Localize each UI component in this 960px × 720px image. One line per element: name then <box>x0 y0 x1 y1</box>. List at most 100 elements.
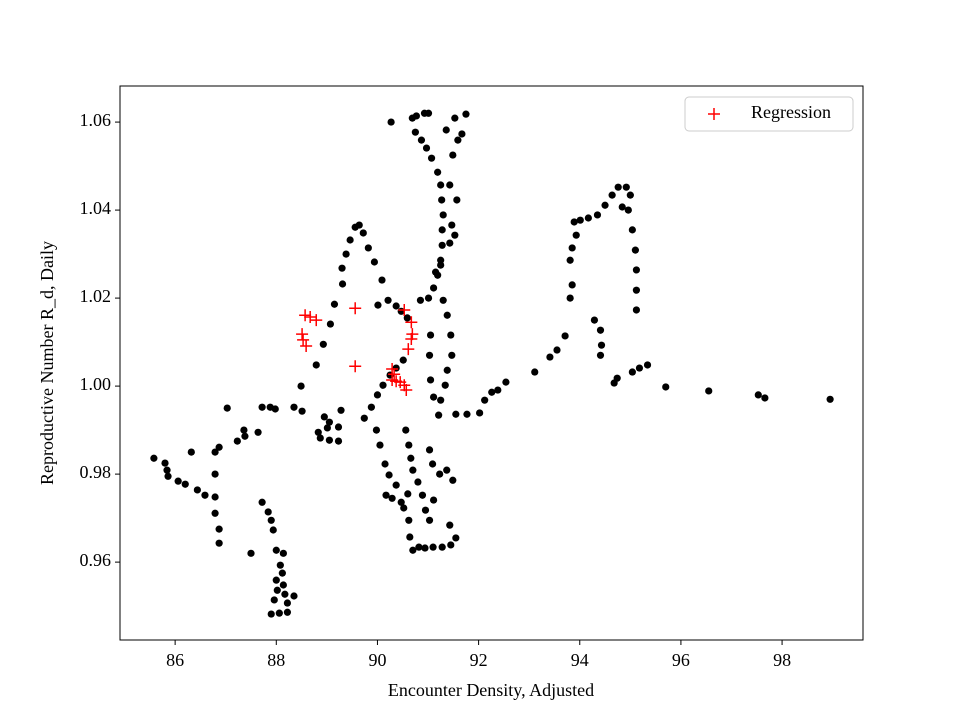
point <box>270 596 278 604</box>
point <box>452 410 460 418</box>
point <box>443 311 451 319</box>
point <box>429 496 438 504</box>
point <box>427 154 436 162</box>
point <box>438 241 446 249</box>
point <box>405 333 418 346</box>
point <box>418 491 427 499</box>
point <box>414 478 422 486</box>
x-tick-label: 96 <box>672 650 690 670</box>
x-tick-label: 92 <box>470 650 488 670</box>
point <box>405 441 413 449</box>
point <box>325 436 333 444</box>
point <box>438 196 446 204</box>
point <box>409 546 417 554</box>
point <box>382 491 390 499</box>
point <box>181 480 189 488</box>
point <box>412 112 420 120</box>
point <box>566 256 574 264</box>
point <box>590 316 599 324</box>
point <box>392 481 400 489</box>
point <box>618 203 626 211</box>
point <box>373 391 382 399</box>
point <box>386 362 399 375</box>
x-tick-label: 88 <box>267 650 285 670</box>
point <box>314 428 322 436</box>
point <box>635 364 644 372</box>
point <box>272 546 280 554</box>
point <box>429 543 437 551</box>
point <box>481 396 489 404</box>
point <box>434 168 442 176</box>
point <box>454 136 462 144</box>
point <box>379 381 387 389</box>
point <box>631 246 639 254</box>
point <box>439 296 447 304</box>
point <box>385 471 393 479</box>
point <box>584 214 592 222</box>
legend-label: Regression <box>751 102 831 122</box>
point <box>211 509 219 517</box>
point <box>576 216 584 224</box>
point <box>398 303 411 316</box>
y-tick-label: 1.04 <box>80 198 112 218</box>
point <box>566 294 574 302</box>
point <box>826 395 834 403</box>
point <box>258 403 266 411</box>
point <box>283 599 292 607</box>
point <box>531 368 539 376</box>
point <box>601 201 609 209</box>
point <box>376 441 384 449</box>
point <box>381 460 389 468</box>
point <box>406 328 419 341</box>
point <box>568 281 576 289</box>
point <box>443 366 451 374</box>
point <box>424 109 433 117</box>
point <box>346 236 354 244</box>
point <box>269 526 277 534</box>
point <box>624 206 632 214</box>
point <box>437 261 445 269</box>
point <box>415 543 423 551</box>
point <box>643 361 652 369</box>
point <box>271 405 279 413</box>
point <box>417 136 426 144</box>
point <box>300 340 313 353</box>
point <box>458 130 466 138</box>
point <box>187 448 195 456</box>
point <box>247 549 255 557</box>
point <box>451 114 459 122</box>
point <box>388 494 396 502</box>
point <box>359 229 367 237</box>
point <box>572 231 580 239</box>
point <box>400 384 413 397</box>
point <box>546 353 554 361</box>
point <box>494 386 502 394</box>
point <box>364 244 372 252</box>
legend-marker <box>708 108 720 120</box>
point <box>761 394 769 402</box>
point <box>290 592 298 600</box>
point <box>279 581 287 589</box>
point <box>593 211 602 219</box>
point <box>421 506 430 514</box>
point <box>278 569 286 577</box>
point <box>447 541 455 549</box>
x-tick-label: 90 <box>368 650 386 670</box>
point <box>338 264 346 272</box>
point <box>411 128 419 136</box>
point <box>705 387 713 395</box>
point <box>449 151 457 159</box>
point <box>392 302 400 310</box>
point <box>399 356 407 364</box>
plot-frame <box>119 85 864 641</box>
point <box>425 516 434 524</box>
legend-box <box>684 96 854 132</box>
point <box>662 383 670 391</box>
point <box>432 268 440 276</box>
point <box>161 459 169 467</box>
point <box>258 498 266 506</box>
point <box>441 381 449 389</box>
point <box>422 144 431 152</box>
point <box>342 250 350 258</box>
